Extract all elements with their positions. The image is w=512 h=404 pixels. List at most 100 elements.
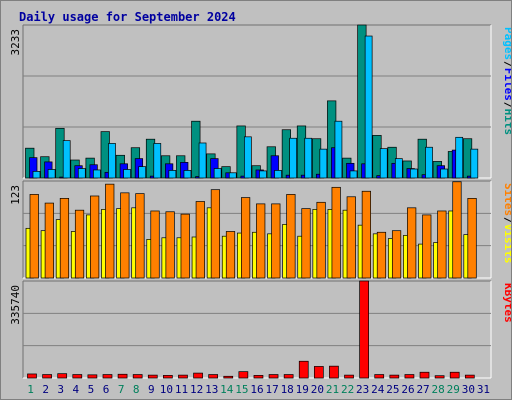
sites-bar — [331, 186, 341, 279]
day-tick-label: 13 — [205, 383, 218, 396]
day-tick-label: 31 — [477, 383, 490, 396]
day-tick-label: 6 — [103, 383, 110, 396]
kbytes-bar — [253, 375, 264, 379]
panel-3-background — [23, 281, 491, 378]
pages-bar — [198, 142, 207, 179]
kbytes-bar — [87, 374, 98, 379]
day-tick-label: 29 — [447, 383, 460, 396]
day-tick-label: 12 — [190, 383, 203, 396]
sites-bar — [301, 208, 311, 279]
panel-2-legend: Sites/Visits — [502, 183, 512, 264]
sites-bar — [225, 231, 236, 279]
kbytes-bar — [102, 374, 113, 379]
pages-bar — [319, 148, 328, 179]
kbytes-bar — [434, 375, 445, 379]
day-tick-label: 7 — [118, 383, 125, 396]
pages-bar — [470, 148, 479, 179]
panel-3-legend: KBytes — [502, 283, 512, 323]
day-tick-label: 24 — [371, 383, 385, 396]
pages-bar — [213, 168, 222, 179]
kbytes-bar — [223, 375, 234, 379]
day-tick-label: 26 — [401, 383, 414, 396]
day-tick-label: 15 — [235, 383, 248, 396]
day-tick-label: 27 — [416, 383, 429, 396]
day-tick-label: 14 — [220, 383, 234, 396]
pages-bar — [259, 170, 267, 179]
day-tick-label: 21 — [326, 383, 339, 396]
day-tick-label: 5 — [88, 383, 95, 396]
pages-bar — [440, 168, 448, 179]
pages-bar — [47, 169, 56, 179]
sites-bar — [180, 213, 190, 279]
sites-bar — [74, 209, 85, 279]
day-tick-label: 30 — [462, 383, 475, 396]
kbytes-bar — [132, 374, 143, 379]
sites-bar — [286, 194, 296, 279]
day-tick-label: 8 — [133, 383, 140, 396]
pages-bar — [183, 170, 192, 179]
kbytes-bar — [163, 375, 173, 379]
kbytes-bar — [374, 374, 385, 379]
pages-bar — [394, 158, 403, 179]
kbytes-bar — [389, 374, 400, 379]
sites-bar — [150, 210, 160, 279]
sites-bar — [120, 192, 130, 279]
sites-bar — [407, 207, 417, 279]
pages-bar — [455, 136, 464, 179]
sites-bar — [105, 183, 115, 279]
sites-bar — [195, 201, 205, 279]
day-tick-label: 1 — [27, 383, 34, 396]
sites-bar — [165, 211, 175, 279]
day-tick-label: 20 — [311, 383, 324, 396]
legend-visits: Visits — [502, 224, 511, 264]
pages-bar — [93, 169, 101, 179]
legend-hits: Hits — [502, 109, 511, 136]
sites-bar — [376, 231, 387, 279]
day-tick-label: 10 — [160, 383, 173, 396]
kbytes-bar — [208, 374, 219, 379]
kbytes-bar — [464, 374, 475, 379]
pages-bar — [138, 166, 147, 179]
sites-bar — [361, 190, 371, 279]
kbytes-bar — [42, 374, 52, 379]
pages-bar — [410, 168, 418, 179]
kbytes-bar — [329, 365, 339, 379]
sites-bar — [316, 201, 326, 279]
kbytes-bar — [404, 374, 415, 379]
day-tick-label: 16 — [250, 383, 263, 396]
kbytes-bar — [147, 374, 158, 379]
sites-bar — [467, 197, 477, 279]
kbytes-bar — [27, 373, 37, 379]
day-tick-label: 11 — [175, 383, 188, 396]
day-tick-label: 19 — [296, 383, 309, 396]
kbytes-bar — [72, 374, 83, 379]
kbytes-bar — [57, 373, 68, 379]
kbytes-bar — [193, 372, 203, 379]
sites-bar — [59, 197, 70, 279]
pages-bar — [108, 143, 116, 179]
day-tick-label: 18 — [281, 383, 294, 396]
pages-bar — [228, 172, 237, 179]
legend-sites: Sites — [502, 183, 511, 216]
legend-files: Files — [502, 68, 511, 101]
day-tick-label: 17 — [265, 383, 278, 396]
day-tick-label: 23 — [356, 383, 369, 396]
kbytes-bar — [359, 280, 369, 379]
day-tick-label: 9 — [148, 383, 155, 396]
sites-bar — [256, 203, 266, 279]
sites-bar — [29, 194, 39, 279]
sites-bar — [90, 195, 100, 279]
pages-bar — [168, 170, 177, 179]
day-tick-label: 2 — [42, 383, 49, 396]
kbytes-bar — [117, 373, 128, 379]
pages-bar — [379, 148, 388, 179]
kbytes-bar — [419, 371, 430, 379]
kbytes-bar — [178, 374, 188, 379]
sites-bar — [346, 196, 356, 279]
kbytes-bar — [298, 360, 309, 379]
day-tick-label: 28 — [432, 383, 445, 396]
panel-1-ymax-label: 3233 — [9, 29, 22, 56]
sites-bar — [210, 189, 221, 279]
pages-bar — [334, 120, 343, 179]
